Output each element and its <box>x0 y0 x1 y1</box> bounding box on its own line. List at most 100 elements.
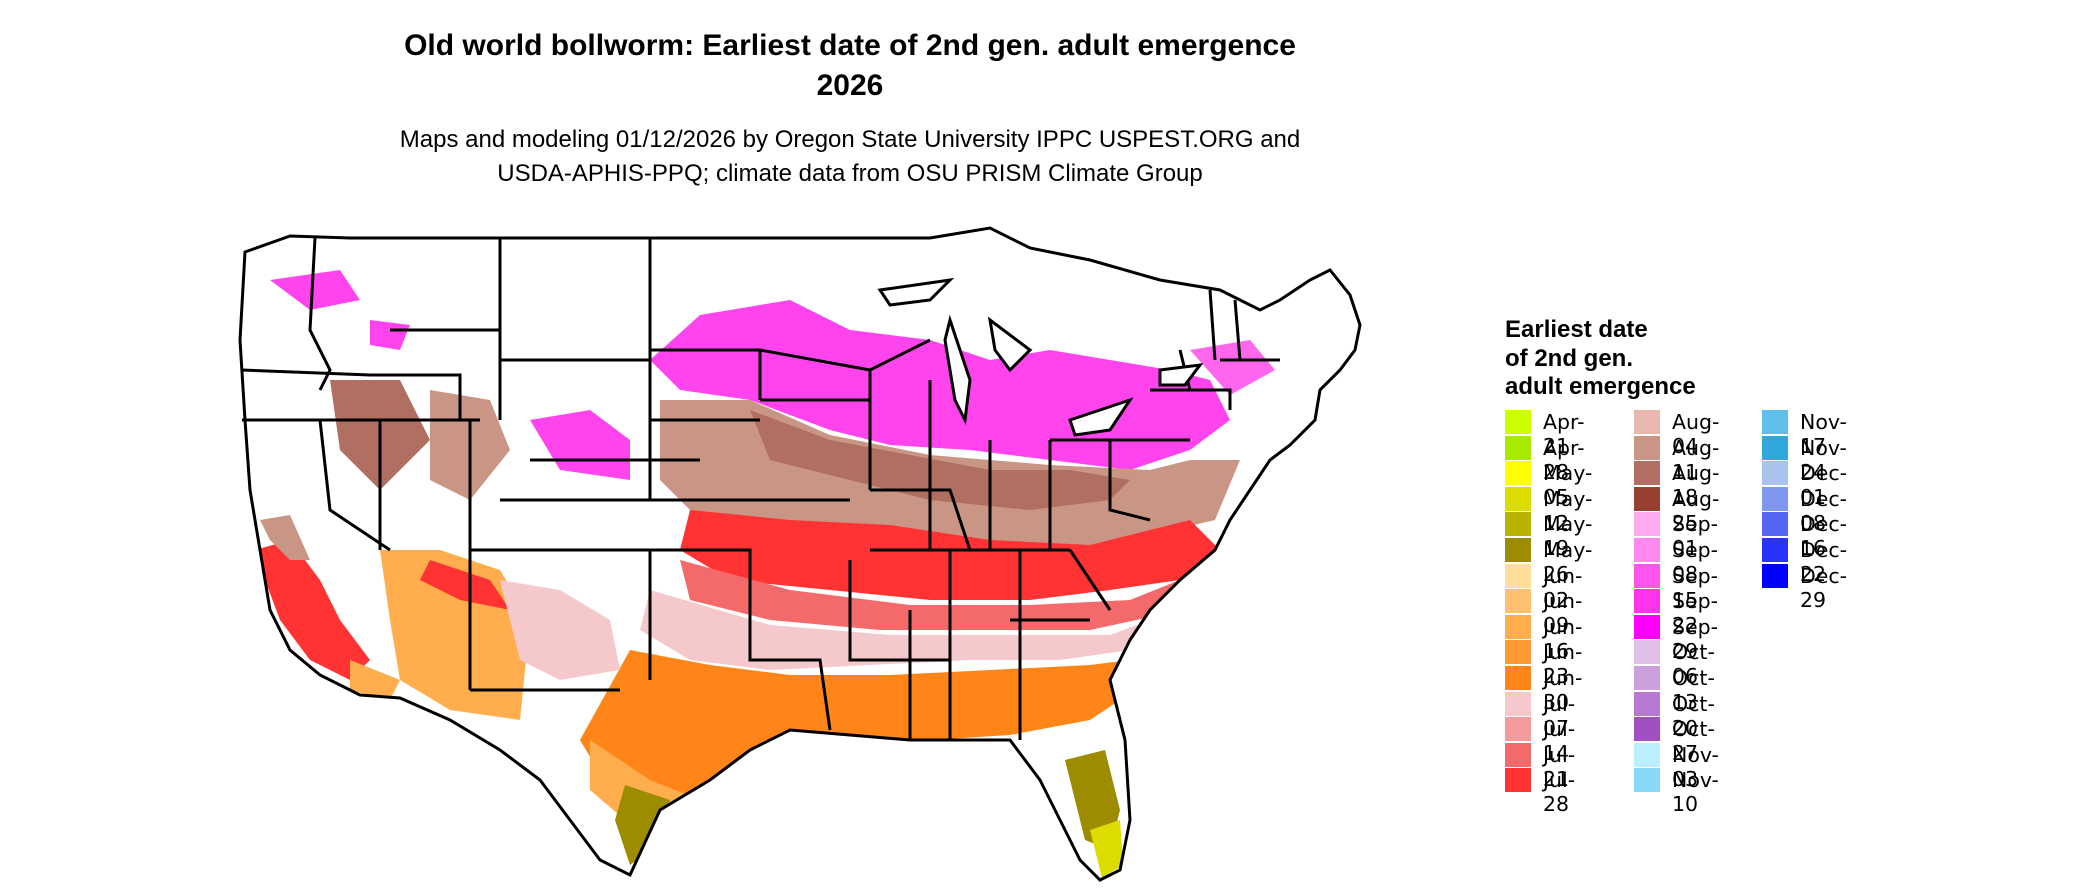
legend-label: Jul-21 <box>1543 742 1576 791</box>
legend-title-line-2: of 2nd gen. <box>1505 344 1633 372</box>
legend-swatch <box>1634 410 1660 434</box>
zone-may-12-florida <box>1090 820 1123 878</box>
legend-label: Nov-10 <box>1672 768 1719 817</box>
legend-swatch <box>1762 563 1788 588</box>
zone-pnw-magenta <box>270 270 360 310</box>
legend-label: Sep-01 <box>1672 512 1719 561</box>
legend-label: Dec-01 <box>1800 461 1848 510</box>
legend-swatch <box>1634 512 1660 537</box>
legend-swatch <box>1505 589 1531 614</box>
legend-label: Sep-08 <box>1672 537 1719 586</box>
legend-label: Aug-04 <box>1672 410 1720 458</box>
legend-swatch <box>1762 512 1788 537</box>
legend-swatch <box>1505 410 1531 434</box>
zone-jul-21 <box>680 560 1180 630</box>
legend-label: Dec-08 <box>1800 486 1848 535</box>
legend-label: Nov-03 <box>1672 742 1719 791</box>
legend-swatch <box>1762 461 1788 486</box>
zone-co-magenta <box>530 410 630 480</box>
zone-jun-16 <box>590 740 700 820</box>
legend-swatch <box>1634 563 1660 588</box>
legend-label: Jul-28 <box>1543 768 1576 817</box>
map-title-line-1: Old world bollworm: Earliest date of 2nd… <box>404 29 1296 62</box>
legend-swatch <box>1634 742 1660 767</box>
legend-swatch <box>1505 665 1531 690</box>
legend-title-line-1: Earliest date <box>1505 316 1648 343</box>
legend-swatch <box>1634 537 1660 562</box>
legend-swatch <box>1634 486 1660 511</box>
zone-west-brown <box>260 515 310 560</box>
legend-label: Oct-20 <box>1672 691 1715 740</box>
legend-swatch <box>1762 486 1788 511</box>
zone-az-red <box>420 560 510 610</box>
legend-label: Apr-21 <box>1543 410 1585 458</box>
legend-label: Jun-23 <box>1543 640 1583 689</box>
legend-swatch <box>1505 486 1531 511</box>
legend-label: Oct-27 <box>1672 717 1715 766</box>
legend-swatch <box>1762 410 1788 434</box>
map-subtitle: Maps and modeling 01/12/2026 by Oregon S… <box>240 123 1460 191</box>
legend-swatch <box>1505 563 1531 588</box>
legend-title-line-3: adult emergence <box>1505 373 1696 400</box>
legend-label: May-19 <box>1543 512 1593 561</box>
zone-may-26-texas <box>615 785 670 865</box>
legend-label: Sep-15 <box>1672 563 1719 612</box>
legend-label: Jul-14 <box>1543 717 1576 766</box>
zone-aug-dark <box>750 410 1130 510</box>
legend-label: Sep-22 <box>1672 589 1719 638</box>
legend-label: Jun-09 <box>1543 589 1583 638</box>
legend-swatch <box>1634 768 1660 793</box>
zone-nm-pink <box>500 580 620 680</box>
zone-id-magenta <box>370 320 410 350</box>
legend-label: Aug-11 <box>1672 435 1720 484</box>
legend-label: May-12 <box>1543 486 1593 535</box>
legend-label: Oct-06 <box>1672 640 1715 689</box>
legend-swatch <box>1634 665 1660 690</box>
legend-label: Jun-30 <box>1543 665 1583 714</box>
legend-title: Earliest date of 2nd gen. adult emergenc… <box>1505 316 1696 402</box>
legend-swatch <box>1505 640 1531 665</box>
map-title-line-2: 2026 <box>816 69 884 102</box>
zone-west-red <box>255 540 370 680</box>
legend-label: Jun-16 <box>1543 614 1583 663</box>
legend-swatch <box>1505 512 1531 537</box>
legend-label: May-26 <box>1543 537 1593 586</box>
legend-swatch <box>1505 691 1531 716</box>
great-lakes <box>877 277 1204 437</box>
legend-swatch <box>1634 717 1660 742</box>
legend-label: Nov-24 <box>1800 435 1847 484</box>
legend-label: Aug-18 <box>1672 461 1720 510</box>
zone-west-orange <box>350 660 400 700</box>
legend-swatch <box>1505 461 1531 486</box>
state-borders <box>238 226 1362 882</box>
legend-swatch <box>1505 435 1531 460</box>
legend-swatch <box>1634 435 1660 460</box>
map-title: Old world bollworm: Earliest date of 2nd… <box>250 26 1450 106</box>
legend-swatch <box>1505 537 1531 562</box>
legend-label: Dec-16 <box>1800 512 1848 561</box>
legend-label: Jun-02 <box>1543 563 1583 612</box>
zone-sep-east <box>1190 340 1275 395</box>
legend-swatch <box>1505 614 1531 639</box>
legend-label: Oct-13 <box>1672 665 1715 714</box>
emergence-map <box>238 226 1362 882</box>
legend-label: Apr-28 <box>1543 435 1585 484</box>
legend-swatch <box>1634 614 1660 639</box>
legend-swatch <box>1762 435 1788 460</box>
legend-swatch <box>1634 461 1660 486</box>
legend-label: Sep-29 <box>1672 614 1719 663</box>
legend-label: Aug-25 <box>1672 486 1720 535</box>
legend-label: Dec-22 <box>1800 537 1848 586</box>
map-subtitle-line-1: Maps and modeling 01/12/2026 by Oregon S… <box>399 126 1301 153</box>
legend-swatch <box>1505 768 1531 793</box>
legend-swatch <box>1634 640 1660 665</box>
legend-label: May-05 <box>1543 461 1593 510</box>
legend-swatch <box>1634 589 1660 614</box>
zone-jul-07 <box>640 590 1150 670</box>
legend-swatch <box>1762 537 1788 562</box>
map-subtitle-line-2: USDA-APHIS-PPQ; climate data from OSU PR… <box>497 160 1203 187</box>
legend-label: Dec-29 <box>1800 563 1848 612</box>
legend-swatch <box>1505 717 1531 742</box>
legend-label: Nov-17 <box>1800 410 1847 458</box>
legend-label: Jul-07 <box>1543 691 1576 740</box>
